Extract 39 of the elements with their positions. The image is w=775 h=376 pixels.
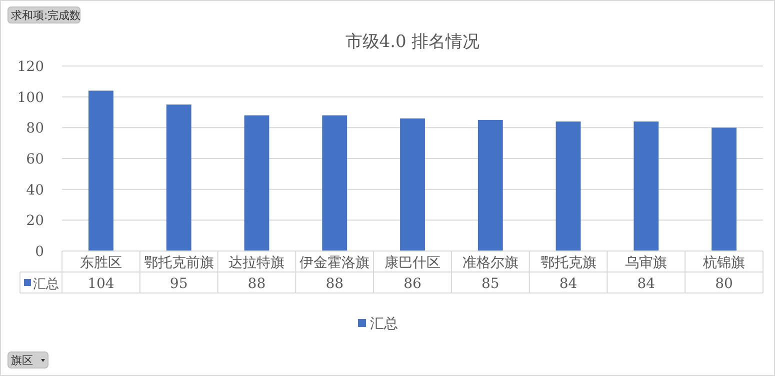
bar bbox=[634, 122, 659, 251]
data-label: 88 bbox=[326, 276, 344, 292]
text: 汇总 bbox=[370, 316, 398, 332]
bar bbox=[478, 120, 503, 251]
y-tick-label: 40 bbox=[26, 182, 44, 198]
bar bbox=[712, 128, 737, 251]
x-tick-label: 准格尔旗 bbox=[462, 255, 518, 271]
data-label: 104 bbox=[88, 276, 114, 292]
bar bbox=[244, 115, 270, 251]
x-tick-label: 鄂托克旗 bbox=[540, 255, 596, 271]
bar bbox=[322, 115, 348, 251]
x-tick-label: 乌审旗 bbox=[625, 255, 668, 271]
x-tick-label: 伊金霍洛旗 bbox=[300, 255, 370, 271]
bar bbox=[166, 104, 192, 251]
data-label: 84 bbox=[559, 276, 578, 292]
text: 旗区 bbox=[11, 354, 33, 367]
data-label: 86 bbox=[404, 276, 422, 292]
bar bbox=[88, 90, 114, 251]
data-label: 88 bbox=[248, 276, 266, 292]
data-label: 80 bbox=[715, 276, 733, 292]
data-label: 95 bbox=[170, 276, 188, 292]
x-tick-label: 东胜区 bbox=[80, 255, 122, 271]
text: 求和项:完成数 bbox=[11, 9, 81, 22]
x-tick-label: 鄂托克前旗 bbox=[144, 255, 214, 271]
y-tick-label: 60 bbox=[26, 152, 44, 168]
bar bbox=[400, 118, 425, 251]
chart-title: 市级4.0 排名情况 bbox=[345, 32, 480, 52]
x-tick-label: 杭锦旗 bbox=[702, 255, 746, 271]
bar bbox=[556, 122, 581, 251]
data-label: 85 bbox=[481, 276, 500, 292]
legend-label: 汇总 bbox=[33, 277, 59, 292]
x-tick-label: 康巴什区 bbox=[384, 255, 440, 271]
x-tick-label: 达拉特旗 bbox=[228, 255, 285, 271]
data-label: 84 bbox=[637, 276, 656, 292]
y-tick-label: 100 bbox=[17, 90, 44, 106]
y-tick-label: 20 bbox=[26, 213, 44, 230]
y-tick-label: 80 bbox=[26, 120, 44, 137]
y-tick-label: 120 bbox=[17, 59, 44, 75]
y-tick-label: 0 bbox=[35, 244, 44, 260]
